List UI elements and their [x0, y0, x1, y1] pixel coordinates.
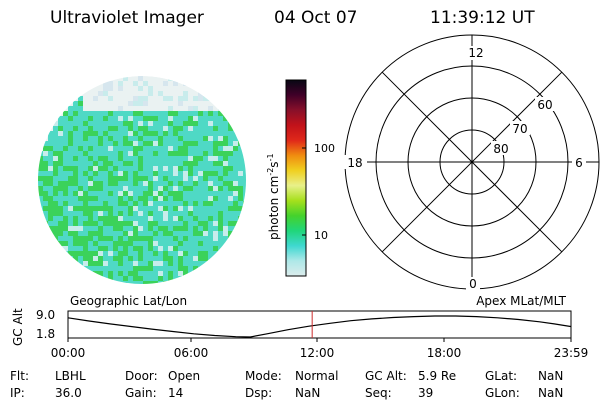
mlt-label-12: 12 [468, 46, 483, 60]
footer-label: Mode: [245, 369, 282, 383]
footer-label: GC Alt: [365, 369, 407, 383]
colorbar-tick-label-10: 10 [314, 229, 328, 242]
footer-label: Seq: [365, 386, 392, 400]
footer-label: IP: [10, 386, 25, 400]
lat-label-70: 70 [512, 122, 527, 136]
xtick-label: 12:00 [300, 346, 335, 360]
ytick-label-9: 9.0 [36, 308, 55, 322]
instrument-title: Ultraviolet Imager [50, 8, 204, 28]
footer-value: NaN [538, 386, 564, 400]
footer-label: GLat: [485, 369, 518, 383]
auroral-image [38, 76, 246, 284]
footer-label: Gain: [125, 386, 157, 400]
timeline-left-label: Geographic Lat/Lon [70, 294, 187, 308]
footer-value: 36.0 [55, 386, 82, 400]
footer-value: Normal [295, 369, 339, 383]
timeline-right-label: Apex MLat/MLT [476, 294, 566, 308]
footer-label: GLon: [485, 386, 520, 400]
date-label: 04 Oct 07 [274, 8, 358, 28]
mlt-label-18: 18 [347, 156, 362, 170]
timeline-frame [67, 310, 572, 339]
xtick-label: 23:59 [554, 346, 589, 360]
footer-value: LBHL [55, 369, 86, 383]
footer-value: NaN [295, 386, 321, 400]
time-label: 11:39:12 UT [430, 8, 535, 28]
footer-value: 14 [168, 386, 184, 400]
footer-value: Open [168, 369, 201, 383]
colorbar-tick-label-100: 100 [314, 142, 335, 155]
timeline-ylabel: GC Alt [11, 308, 25, 346]
mlt-label-6: 6 [575, 156, 583, 170]
footer-label: Door: [125, 369, 158, 383]
xtick-label: 00:00 [51, 346, 86, 360]
footer-value: 5.9 Re [418, 369, 457, 383]
footer-value: 39 [418, 386, 434, 400]
footer-label: Dsp: [245, 386, 273, 400]
lat-label-60: 60 [537, 98, 552, 112]
polar-diagonal-2 [381, 71, 563, 253]
lat-label-80: 80 [493, 142, 508, 156]
footer-value: NaN [538, 369, 564, 383]
ytick-label-1-8: 1.8 [36, 327, 55, 341]
polar-grid [344, 34, 600, 290]
xtick-label: 18:00 [427, 346, 462, 360]
altitude-series-line [67, 315, 571, 338]
mlt-label-0: 0 [469, 277, 477, 291]
xtick-label: 06:00 [174, 346, 209, 360]
colorbar-label: photon cm-2s-1 [266, 153, 281, 240]
footer-label: Flt: [10, 369, 29, 383]
colorbar [285, 79, 307, 277]
